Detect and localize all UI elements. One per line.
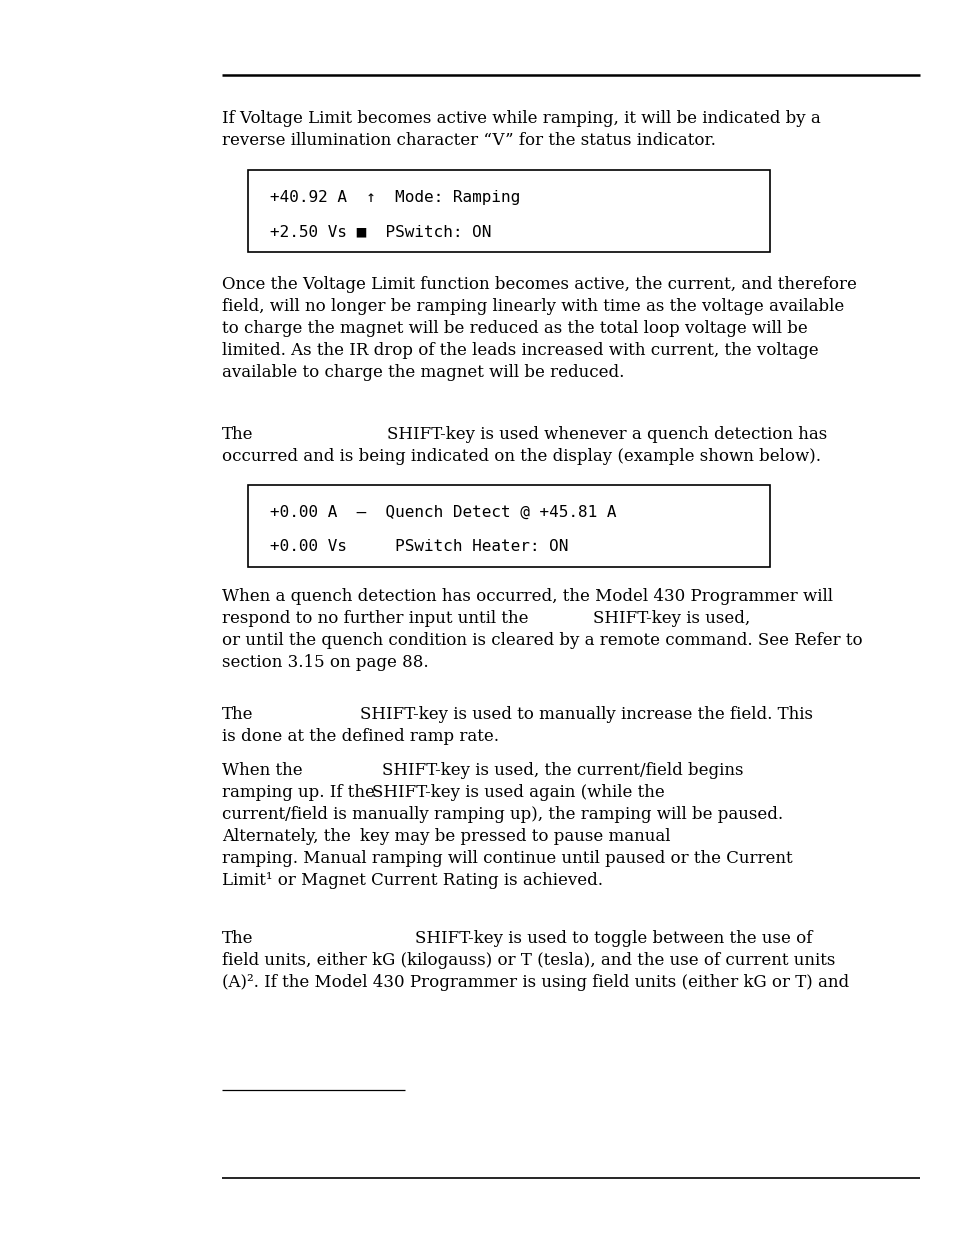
Text: SHIFT-key is used to toggle between the use of: SHIFT-key is used to toggle between the …	[415, 930, 812, 947]
Text: +0.00 Vs     PSwitch Heater: ON: +0.00 Vs PSwitch Heater: ON	[270, 538, 568, 555]
Text: The: The	[222, 930, 253, 947]
Text: occurred and is being indicated on the display (example shown below).: occurred and is being indicated on the d…	[222, 448, 821, 466]
Text: SHIFT-key is used, the current/field begins: SHIFT-key is used, the current/field beg…	[381, 762, 742, 779]
Text: SHIFT-key is used,: SHIFT-key is used,	[593, 610, 749, 627]
Text: field, will no longer be ramping linearly with time as the voltage available: field, will no longer be ramping linearl…	[222, 298, 843, 315]
Text: to charge the magnet will be reduced as the total loop voltage will be: to charge the magnet will be reduced as …	[222, 320, 807, 337]
Bar	[248, 485, 769, 567]
Text: section 3.15 on page 88.: section 3.15 on page 88.	[222, 655, 428, 671]
Text: +2.50 Vs ■  PSwitch: ON: +2.50 Vs ■ PSwitch: ON	[270, 224, 491, 240]
Text: (A)². If the Model 430 Programmer is using field units (either kG or T) and: (A)². If the Model 430 Programmer is usi…	[222, 974, 848, 990]
Text: The: The	[222, 426, 253, 443]
Text: field units, either kG (kilogauss) or T (tesla), and the use of current units: field units, either kG (kilogauss) or T …	[222, 952, 835, 969]
Text: available to charge the magnet will be reduced.: available to charge the magnet will be r…	[222, 364, 623, 382]
Bar	[248, 170, 769, 252]
Text: respond to no further input until the: respond to no further input until the	[222, 610, 528, 627]
Text: limited. As the IR drop of the leads increased with current, the voltage: limited. As the IR drop of the leads inc…	[222, 342, 818, 359]
Text: reverse illumination character “V” for the status indicator.: reverse illumination character “V” for t…	[222, 132, 715, 149]
Text: ramping up. If the: ramping up. If the	[222, 784, 375, 802]
Text: Limit¹ or Magnet Current Rating is achieved.: Limit¹ or Magnet Current Rating is achie…	[222, 872, 602, 889]
Text: +40.92 A  ↑  Mode: Ramping: +40.92 A ↑ Mode: Ramping	[270, 190, 519, 205]
Text: or until the quench condition is cleared by a remote command. See Refer to: or until the quench condition is cleared…	[222, 632, 862, 650]
Text: key may be pressed to pause manual: key may be pressed to pause manual	[359, 827, 670, 845]
Text: is done at the defined ramp rate.: is done at the defined ramp rate.	[222, 727, 498, 745]
Text: When a quench detection has occurred, the Model 430 Programmer will: When a quench detection has occurred, th…	[222, 588, 832, 605]
Text: When the: When the	[222, 762, 302, 779]
Text: +0.00 A  –  Quench Detect @ +45.81 A: +0.00 A – Quench Detect @ +45.81 A	[270, 505, 616, 520]
Text: Alternately, the: Alternately, the	[222, 827, 351, 845]
Text: ramping. Manual ramping will continue until paused or the Current: ramping. Manual ramping will continue un…	[222, 850, 792, 867]
Text: If Voltage Limit becomes active while ramping, it will be indicated by a: If Voltage Limit becomes active while ra…	[222, 110, 820, 127]
Text: SHIFT-key is used whenever a quench detection has: SHIFT-key is used whenever a quench dete…	[387, 426, 826, 443]
Text: Once the Voltage Limit function becomes active, the current, and therefore: Once the Voltage Limit function becomes …	[222, 275, 856, 293]
Text: current/field is manually ramping up), the ramping will be paused.: current/field is manually ramping up), t…	[222, 806, 782, 823]
Text: SHIFT-key is used to manually increase the field. This: SHIFT-key is used to manually increase t…	[359, 706, 812, 722]
Text: The: The	[222, 706, 253, 722]
Text: SHIFT-key is used again (while the: SHIFT-key is used again (while the	[372, 784, 664, 802]
